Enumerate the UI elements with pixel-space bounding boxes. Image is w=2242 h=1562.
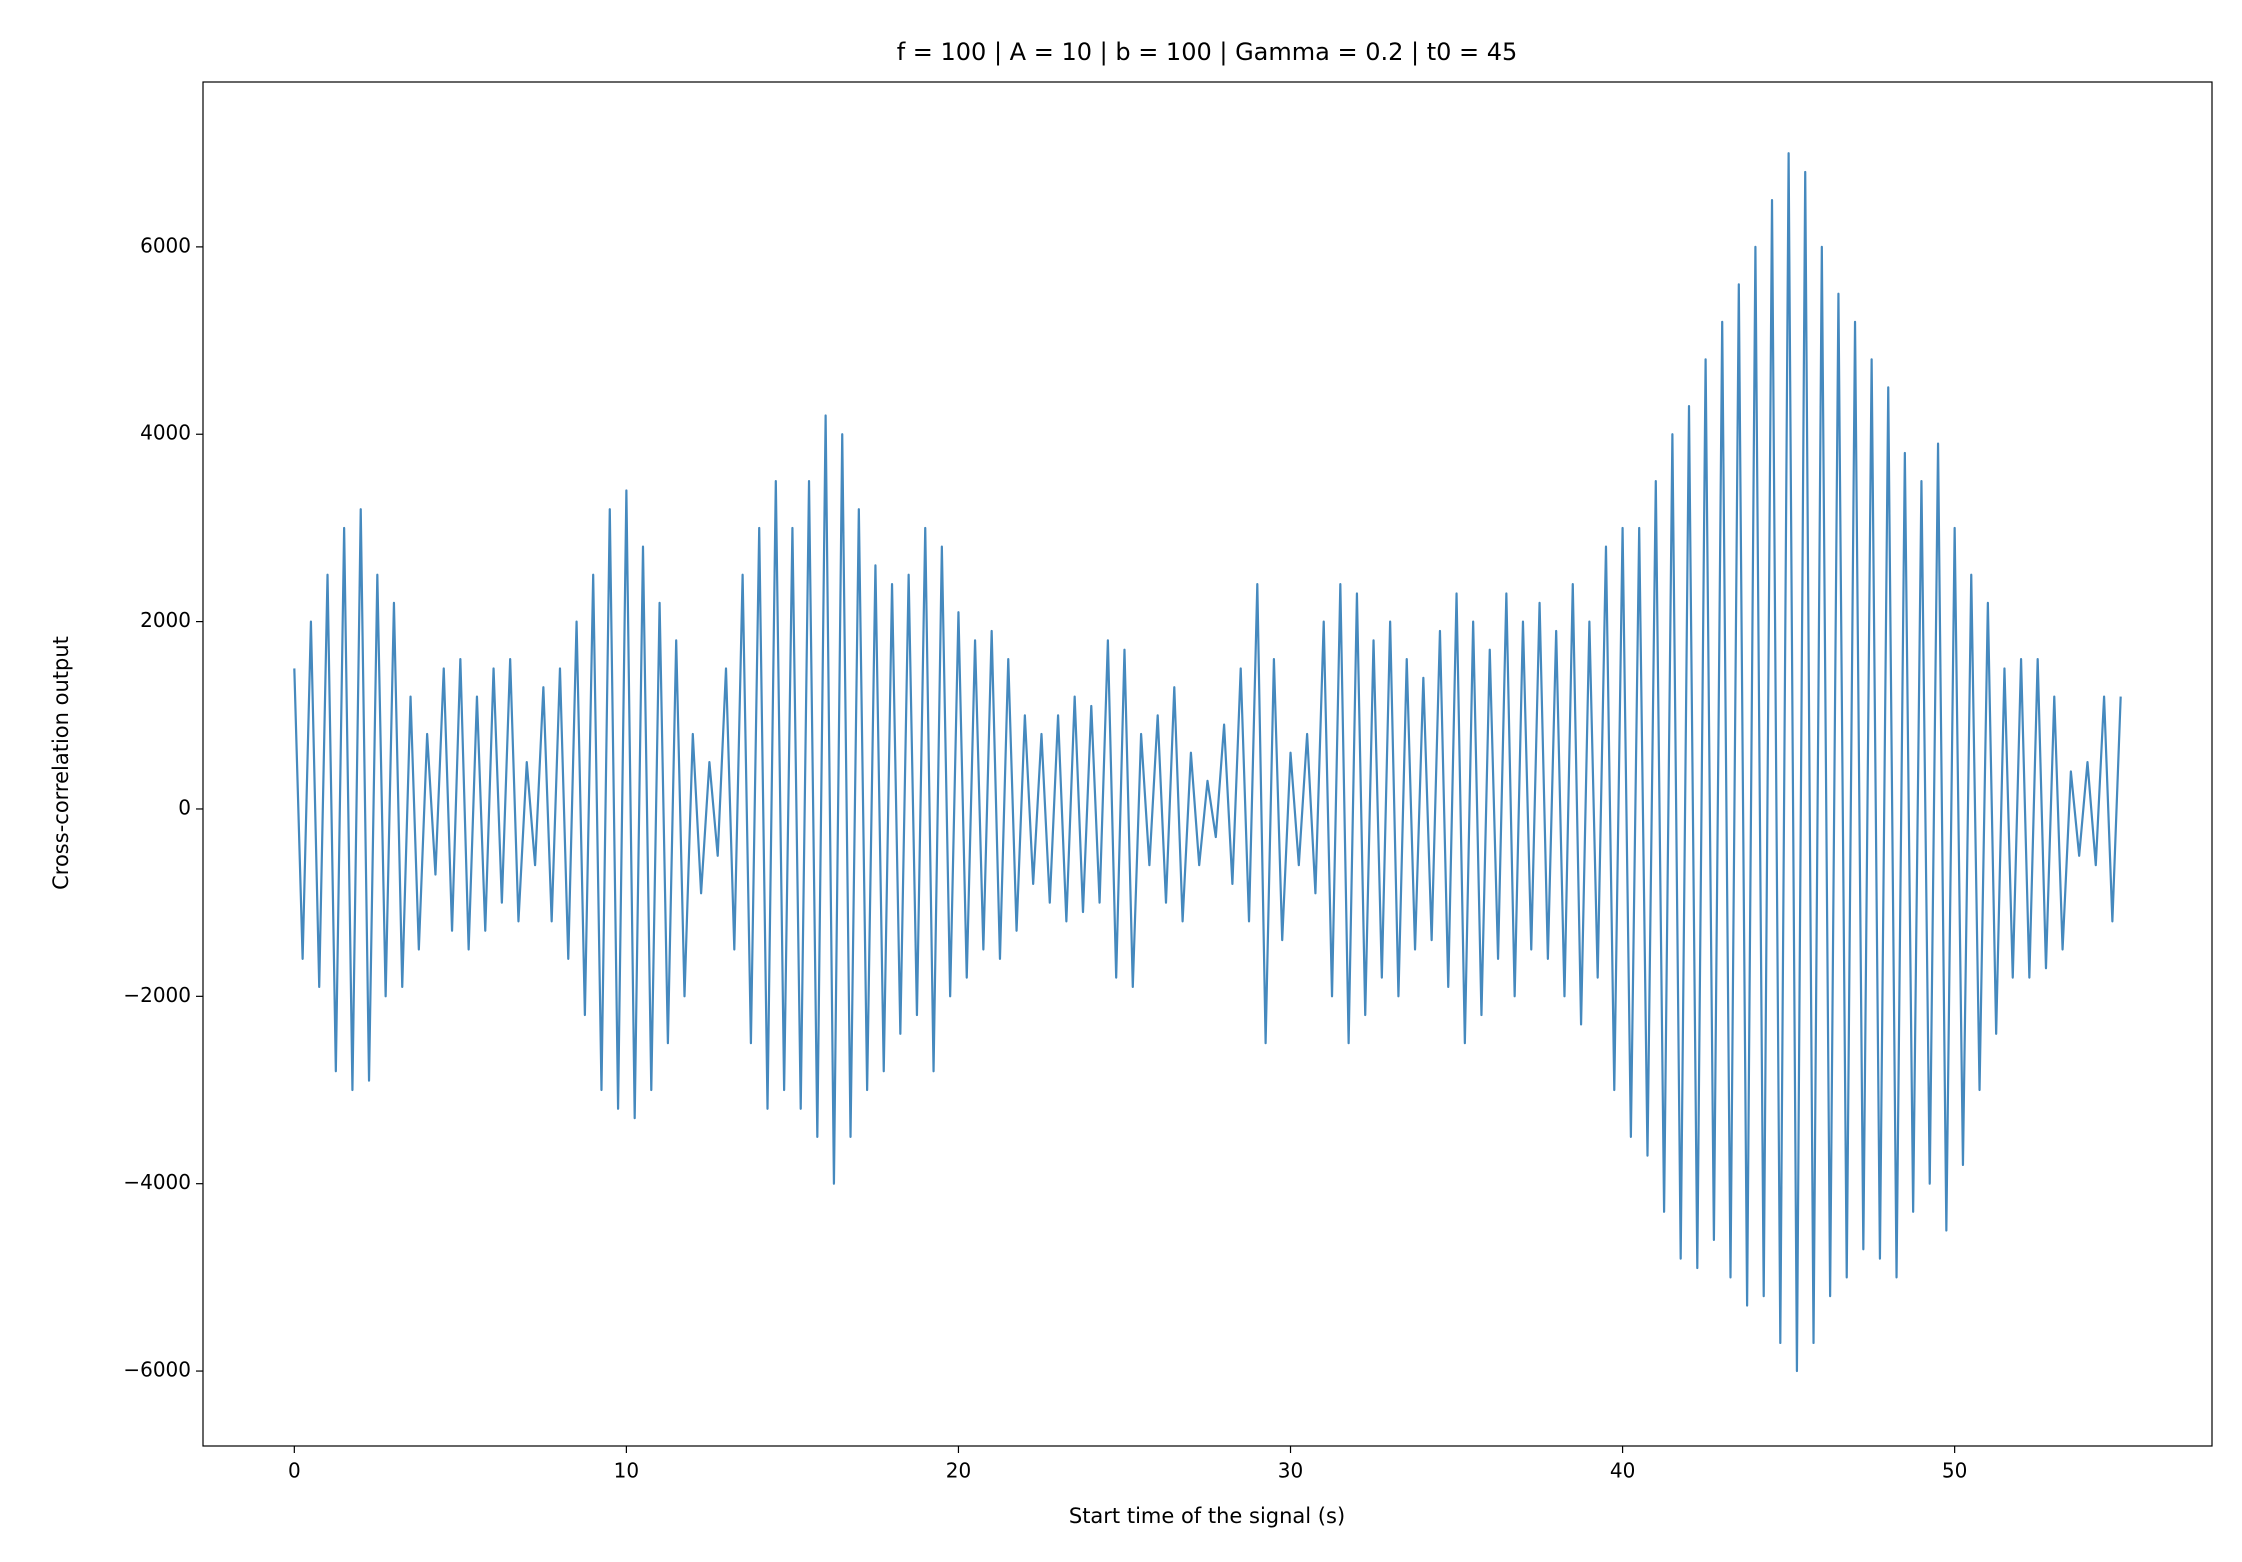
x-tick-label: 50 bbox=[1942, 1459, 1967, 1483]
y-tick-label: 0 bbox=[178, 795, 191, 819]
x-tick-label: 20 bbox=[946, 1459, 971, 1483]
x-tick-label: 30 bbox=[1278, 1459, 1303, 1483]
x-axis-label: Start time of the signal (s) bbox=[1069, 1504, 1345, 1528]
y-axis-label: Cross-correlation output bbox=[49, 636, 73, 890]
y-tick-label: −2000 bbox=[123, 983, 191, 1007]
plot-frame bbox=[202, 81, 2213, 1447]
y-tick-label: 2000 bbox=[140, 608, 191, 632]
y-tick-label: 4000 bbox=[140, 421, 191, 445]
y-tick-label: −4000 bbox=[123, 1170, 191, 1194]
chart-title: f = 100 | A = 10 | b = 100 | Gamma = 0.2… bbox=[897, 38, 1518, 66]
y-tick-label: 6000 bbox=[140, 233, 191, 257]
x-tick-label: 0 bbox=[288, 1459, 301, 1483]
x-tick-label: 10 bbox=[614, 1459, 639, 1483]
x-tick-label: 40 bbox=[1610, 1459, 1635, 1483]
y-tick-label: −6000 bbox=[123, 1358, 191, 1382]
signal-line bbox=[293, 152, 2122, 1373]
